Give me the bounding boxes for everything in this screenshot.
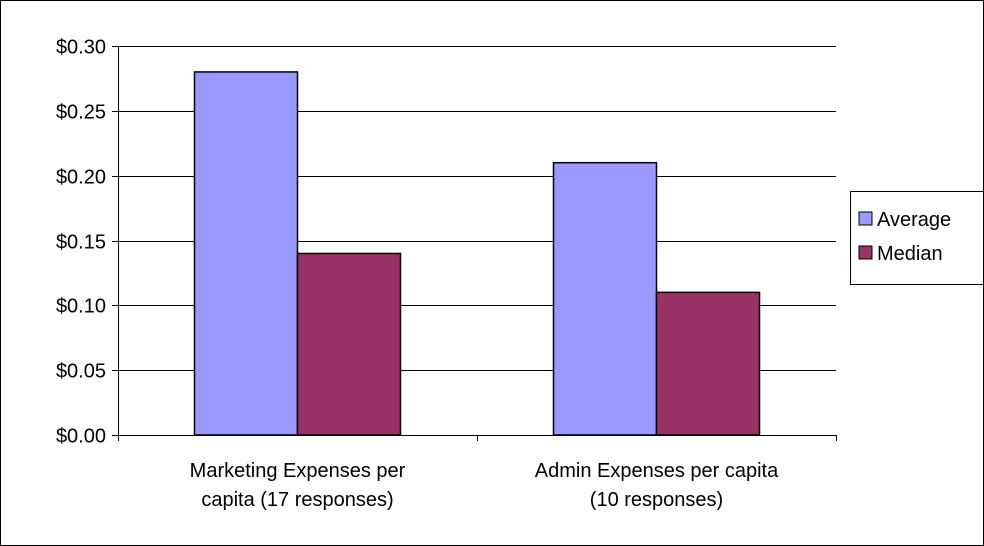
- legend: Average Median: [850, 191, 984, 285]
- legend-label-median: Median: [877, 243, 943, 265]
- y-tick-label: $0.30: [56, 37, 106, 59]
- y-tick-label: $0.20: [56, 167, 106, 189]
- y-tick-label: $0.25: [56, 102, 106, 124]
- x-category-label: capita (17 responses): [201, 489, 393, 511]
- x-category-label: Marketing Expenses per: [190, 460, 406, 482]
- plot-area: $0.00 $0.05 $0.10 $0.15 $0.20 $0.25 $0.30 Marke…: [56, 37, 837, 511]
- legend-swatch-median: [858, 245, 873, 260]
- y-tick-label: $0.10: [56, 296, 106, 318]
- legend-swatch-average: [858, 211, 873, 226]
- bar-median-2: [655, 291, 761, 436]
- y-tick-label: $0.15: [56, 232, 106, 254]
- legend-label-average: Average: [877, 209, 951, 231]
- bar-average-1: [193, 71, 299, 436]
- y-tick-label: $0.00: [56, 426, 106, 448]
- bar-median-1: [296, 252, 402, 436]
- y-tick-label: $0.05: [56, 361, 106, 383]
- x-category-label: Admin Expenses per capita: [535, 460, 779, 482]
- x-category-label: (10 responses): [590, 489, 723, 511]
- legend-box: [850, 191, 984, 285]
- bar-average-2: [552, 161, 658, 436]
